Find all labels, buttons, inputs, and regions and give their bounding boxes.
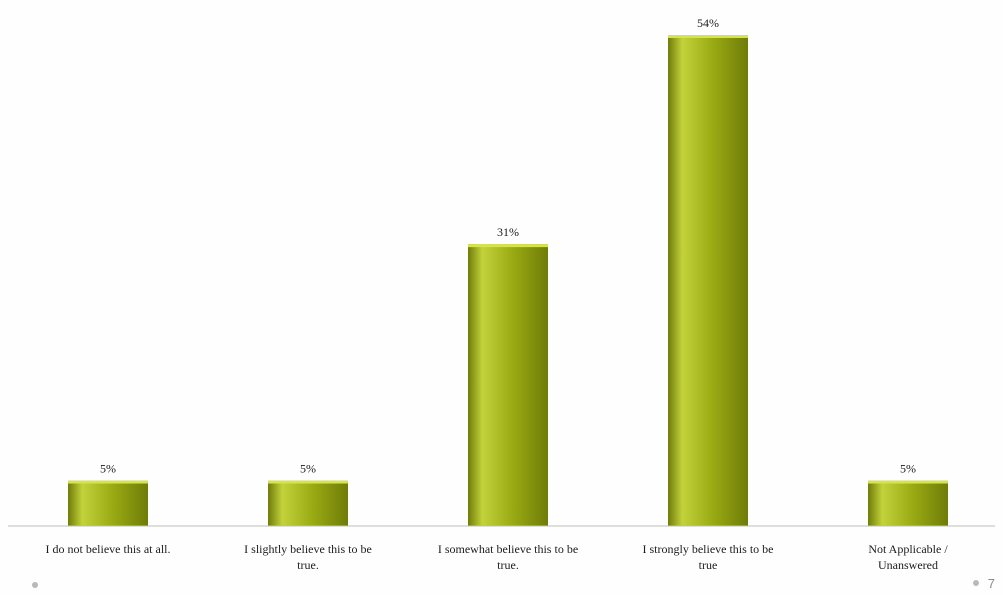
category-label-line: Unanswered [878, 558, 938, 572]
category-label-line: Not Applicable / [868, 542, 948, 556]
category-label-4: I strongly believe this to be true [608, 541, 808, 573]
bar-top-highlight-4 [668, 35, 748, 38]
bar-top-highlight-5 [868, 480, 948, 484]
category-label-3: I somewhat believe this to be true. [408, 541, 608, 573]
bar-5 [868, 480, 948, 526]
value-label-2: 5% [300, 462, 316, 476]
category-label-line: true [698, 558, 718, 572]
category-label-5: Not Applicable / Unanswered [808, 541, 1003, 573]
category-label-line: I slightly believe this to be [244, 542, 372, 556]
category-label-line: true. [497, 558, 519, 572]
bar-top-highlight-3 [468, 244, 548, 248]
bars-group: 5% 5% 31% 54% 5% [68, 16, 948, 526]
bar-top-highlight-2 [268, 480, 348, 484]
page-number: 7 [987, 576, 995, 591]
category-label-line: I do not believe this at all. [45, 542, 171, 556]
value-label-4: 54% [697, 16, 719, 30]
footer-dot-left [32, 582, 38, 588]
category-label-2: I slightly believe this to be true. [208, 541, 408, 573]
value-label-3: 31% [497, 225, 519, 239]
category-label-line: I somewhat believe this to be [437, 542, 579, 556]
bar-top-highlight-1 [68, 480, 148, 484]
category-label-line: I strongly believe this to be [642, 542, 774, 556]
category-label-line: true. [297, 558, 319, 572]
footer-dot-right [973, 580, 979, 586]
value-label-1: 5% [100, 462, 116, 476]
bar-1 [68, 480, 148, 526]
category-label-1: I do not believe this at all. [8, 541, 208, 557]
bar-4 [668, 35, 748, 526]
bar-3 [468, 244, 548, 526]
bar-2 [268, 480, 348, 526]
value-label-5: 5% [900, 462, 916, 476]
